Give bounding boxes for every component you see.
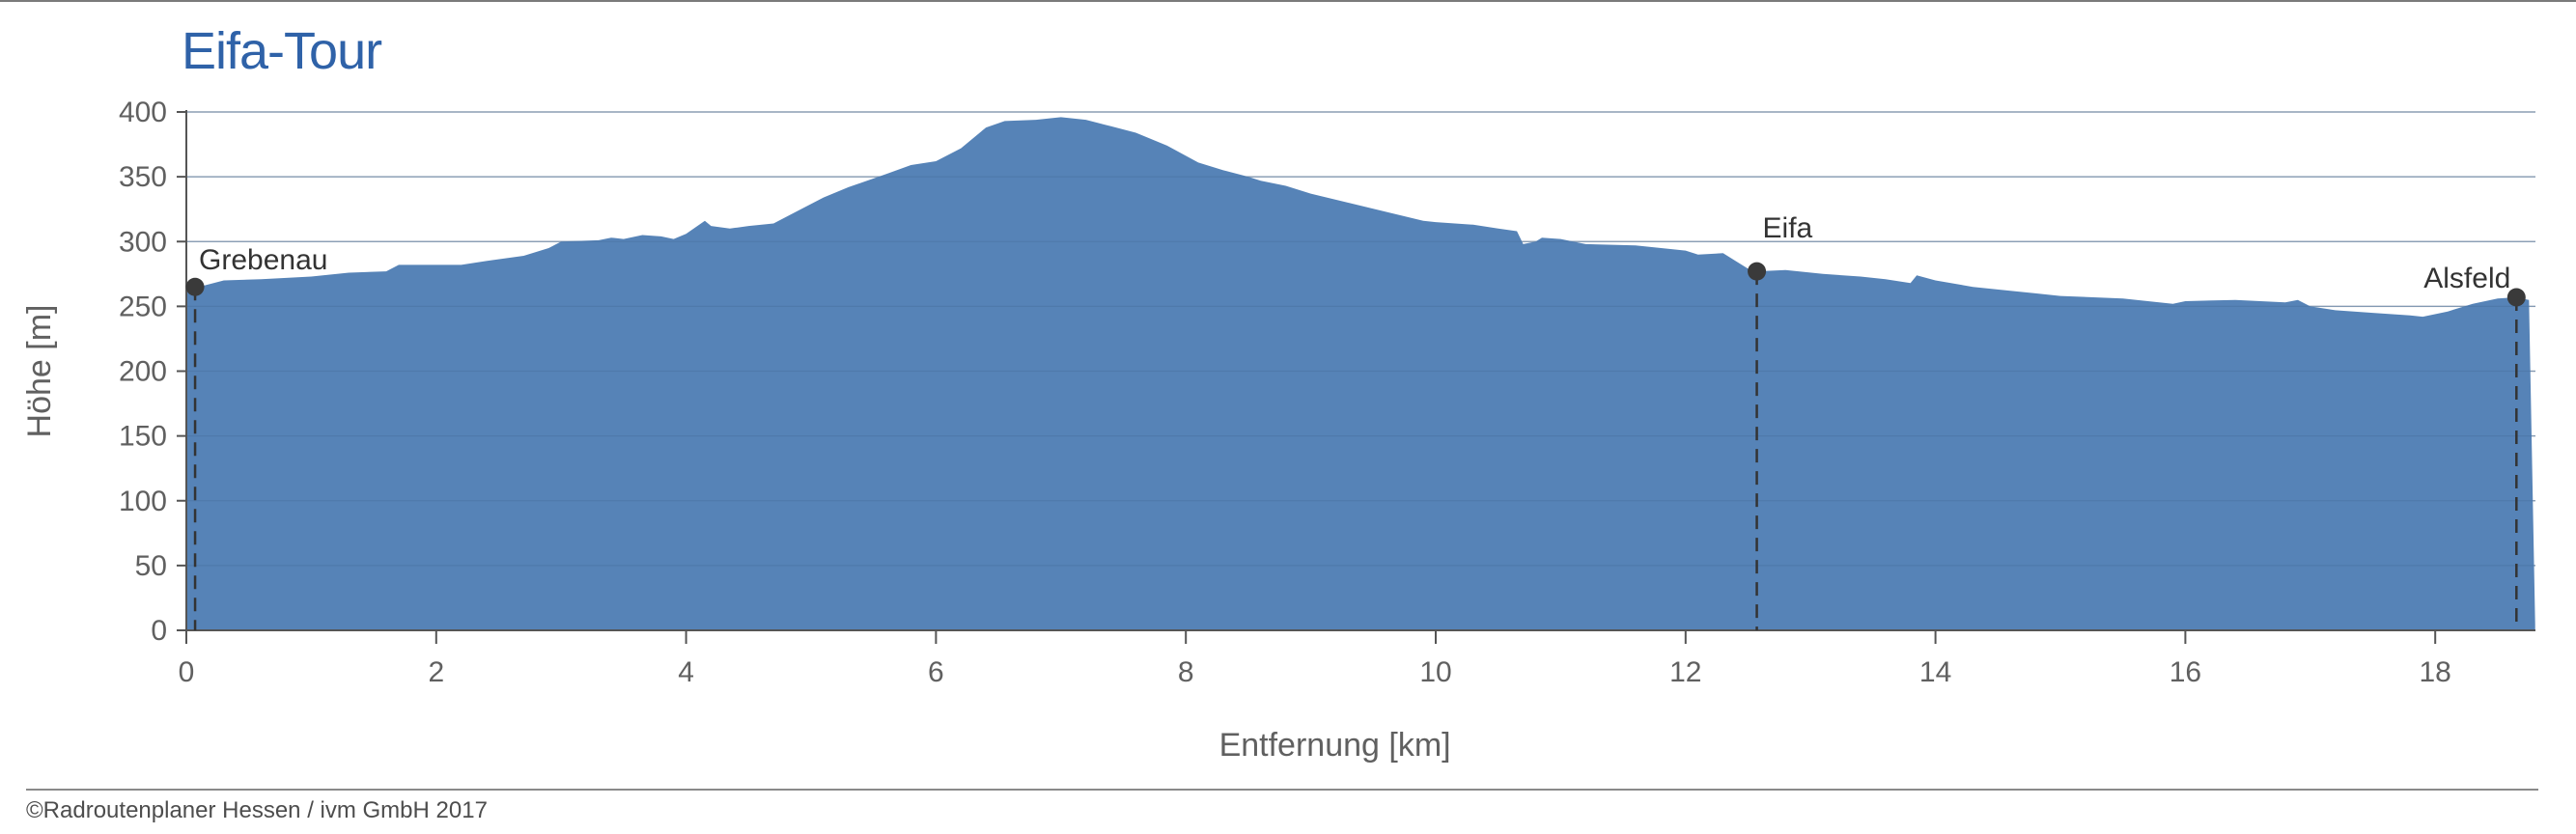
marker-point	[185, 277, 205, 296]
y-tick-label: 50	[135, 550, 167, 582]
top-rule	[0, 0, 2576, 2]
marker-point	[1748, 262, 1767, 281]
x-tick-label: 16	[2170, 656, 2201, 688]
elevation-area	[186, 117, 2535, 630]
y-axis-title: Höhe [m]	[21, 305, 58, 438]
y-tick-label: 400	[119, 97, 167, 128]
y-tick-label: 350	[119, 161, 167, 193]
y-tick-label: 300	[119, 226, 167, 258]
x-tick-label: 0	[179, 656, 195, 688]
y-tick-label: 100	[119, 486, 167, 517]
y-tick-label: 250	[119, 291, 167, 322]
marker-point	[2506, 288, 2526, 307]
y-tick-label: 200	[119, 356, 167, 388]
x-axis-title: Entfernung [km]	[1219, 727, 1451, 764]
chart-title: Eifa-Tour	[182, 22, 382, 80]
axes: 0 50 100 150 200 250 300 350 400 0 2 4 6 8 10 12 14 16 18	[119, 97, 2535, 688]
copyright-text: ©Radroutenplaner Hessen / ivm GmbH 2017	[26, 797, 488, 823]
x-tick-label: 18	[2420, 656, 2451, 688]
x-tick-label: 14	[1919, 656, 1951, 688]
x-tick-label: 10	[1419, 656, 1451, 688]
x-tick-label: 12	[1669, 656, 1701, 688]
bottom-rule	[26, 789, 2538, 791]
y-tick-label: 0	[151, 615, 167, 647]
x-tick-label: 8	[1178, 656, 1194, 688]
y-tick-label: 150	[119, 421, 167, 453]
x-tick-label: 4	[678, 656, 694, 688]
marker-label: Eifa	[1763, 212, 1813, 244]
marker-label: Alsfeld	[2423, 263, 2510, 294]
x-tick-label: 6	[928, 656, 944, 688]
marker-label: Grebenau	[199, 244, 327, 276]
x-tick-label: 2	[428, 656, 444, 688]
route-markers: Grebenau Eifa Alsfeld	[185, 212, 2526, 630]
